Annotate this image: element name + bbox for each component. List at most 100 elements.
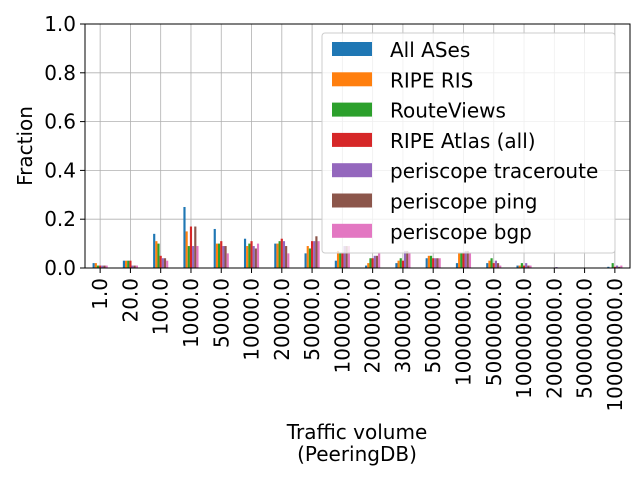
bar — [99, 265, 102, 268]
bar — [252, 246, 255, 268]
bar — [153, 233, 156, 268]
bar — [436, 258, 439, 268]
bar — [429, 255, 433, 268]
bar — [243, 238, 247, 268]
bar — [317, 241, 320, 268]
bar — [341, 253, 344, 268]
bar — [129, 260, 132, 268]
bar — [103, 265, 106, 268]
bar — [105, 265, 108, 268]
bar — [425, 258, 428, 268]
x-tick-label: 20000.0 — [270, 278, 294, 361]
bar — [529, 265, 532, 268]
bar — [395, 263, 398, 268]
bar — [336, 250, 340, 268]
bar — [185, 231, 188, 268]
bar — [131, 265, 134, 268]
bar — [432, 258, 435, 268]
legend-entry-label: RIPE RIS — [390, 68, 473, 92]
bar — [278, 241, 281, 268]
y-tick-label: 0.0 — [44, 256, 76, 280]
bar — [373, 255, 376, 268]
bar — [527, 265, 530, 268]
bar — [122, 260, 126, 268]
legend-entry-label: RIPE Atlas (all) — [390, 129, 536, 153]
bar — [155, 241, 158, 268]
legend-entry-label: All ASes — [390, 38, 470, 62]
bar — [618, 266, 621, 268]
bar — [304, 253, 307, 268]
bar — [222, 246, 225, 268]
bar — [401, 260, 404, 268]
x-tick-label: 5000.0 — [209, 278, 233, 348]
bar — [226, 253, 229, 268]
bar — [192, 246, 195, 268]
bar — [365, 265, 368, 268]
y-axis-label: Fraction — [13, 106, 37, 186]
bar — [159, 255, 162, 268]
bar — [311, 241, 314, 268]
legend-swatch — [332, 132, 372, 147]
x-tick-label: 5000000.0 — [482, 278, 506, 386]
bar — [250, 241, 253, 268]
bar — [224, 246, 227, 268]
bar — [96, 265, 100, 268]
bar — [615, 265, 619, 268]
bar — [522, 265, 526, 268]
legend-swatch — [332, 163, 372, 178]
bar — [127, 260, 130, 268]
bar — [369, 258, 372, 268]
x-tick-label: 50000000.0 — [573, 278, 597, 399]
bar — [613, 266, 616, 268]
bar — [161, 258, 164, 268]
bar — [135, 265, 138, 268]
bar — [486, 263, 489, 268]
bar — [194, 226, 197, 268]
x-tick-label: 20000000.0 — [542, 278, 566, 399]
legend-swatch — [332, 193, 372, 208]
x-tick-label: 100.0 — [149, 278, 173, 335]
bar — [287, 253, 290, 268]
bar — [308, 248, 312, 268]
bar — [520, 263, 523, 268]
bar — [375, 255, 379, 268]
x-axis-label-line1: Traffic volume — [286, 420, 428, 444]
x-tick-label: 100000.0 — [330, 278, 354, 373]
bar — [254, 248, 257, 268]
bar — [611, 263, 614, 268]
legend-swatch — [332, 102, 372, 117]
bar — [434, 258, 437, 268]
bar — [466, 250, 469, 268]
x-tick-label: 10000000.0 — [512, 278, 536, 399]
bar — [438, 258, 441, 268]
legend-entry-label: periscope traceroute — [390, 159, 598, 183]
bar — [215, 243, 219, 268]
bar — [285, 246, 288, 268]
bar — [488, 260, 491, 268]
bar — [166, 260, 169, 268]
legend: All ASes RIPE RIS RouteViews RIPE Atlas (al… — [321, 32, 616, 254]
bar — [518, 265, 521, 268]
x-axis-label-line2: (PeeringDB) — [297, 442, 417, 466]
y-tick-label: 0.6 — [44, 110, 76, 134]
bar — [406, 250, 409, 268]
bars — [92, 207, 623, 268]
x-axis-ticks: 1.0 20.0 100.0 1000.0 5000.0 10000.0 20000.0 50… — [88, 268, 627, 412]
bar — [274, 243, 277, 268]
x-tick-label: 1.0 — [88, 278, 112, 310]
bar — [248, 243, 251, 268]
legend-swatch — [332, 42, 372, 56]
bar — [345, 246, 348, 268]
y-tick-label: 0.4 — [44, 158, 76, 182]
bar — [378, 253, 381, 268]
x-tick-label: 1000.0 — [179, 278, 203, 348]
bar — [157, 243, 160, 268]
bar — [403, 250, 407, 268]
bar — [218, 243, 221, 268]
bar — [125, 260, 128, 268]
bar — [492, 263, 495, 268]
bar — [280, 238, 283, 268]
bar — [306, 246, 309, 268]
bar — [525, 263, 528, 268]
